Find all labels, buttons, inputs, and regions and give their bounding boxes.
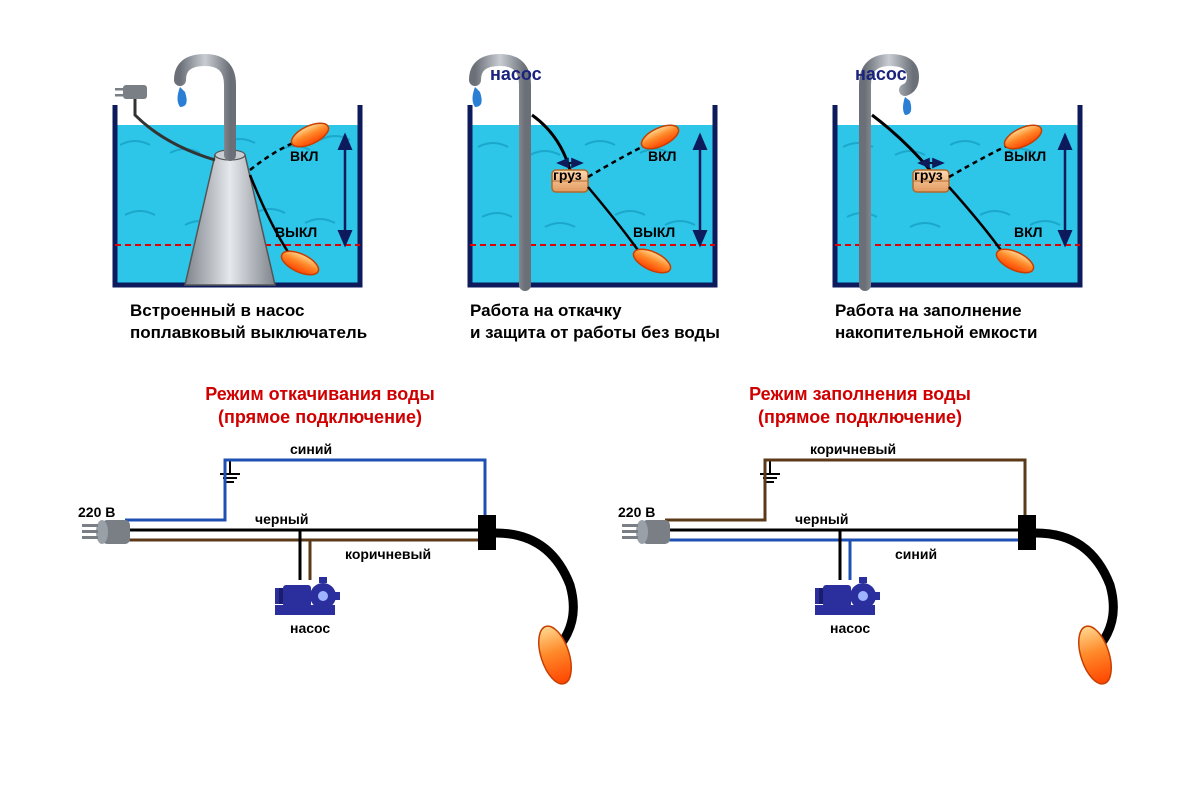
scheme-a-bot-wire: коричневый [345, 546, 431, 562]
tank-2 [470, 60, 715, 285]
tank2-caption: Работа на откачку и защита от работы без… [470, 300, 720, 344]
tank2-weight-label: груз [553, 167, 582, 183]
tank1-on-label: ВКЛ [290, 148, 318, 164]
wiring-scheme-b [622, 460, 1118, 688]
scheme-b-bot-wire: синий [895, 546, 937, 562]
tank3-off-label: ВКЛ [1014, 224, 1042, 240]
tank2-pump-label: насос [490, 64, 542, 85]
tank1-caption: Встроенный в насос поплавковый выключате… [130, 300, 367, 344]
tank3-caption: Работа на заполнение накопительной емкос… [835, 300, 1037, 344]
scheme-a-title: Режим откачивания воды (прямое подключен… [170, 383, 470, 428]
tank-1 [115, 60, 360, 285]
scheme-b-pump-caption: насос [830, 620, 870, 636]
scheme-b-top-wire: коричневый [810, 441, 896, 457]
tank3-on-label: ВЫКЛ [1004, 148, 1046, 164]
scheme-b-mid-wire: черный [795, 511, 848, 527]
tank3-pump-label: насос [855, 64, 907, 85]
scheme-a-mid-wire: черный [255, 511, 308, 527]
tank1-off-label: ВЫКЛ [275, 224, 317, 240]
tank-3 [835, 60, 1080, 285]
pump-icon [275, 577, 340, 615]
scheme-b-voltage: 220 В [618, 504, 655, 520]
scheme-a-pump-caption: насос [290, 620, 330, 636]
pump-icon [815, 577, 880, 615]
scheme-a-top-wire: синий [290, 441, 332, 457]
wiring-scheme-a [82, 460, 578, 688]
scheme-a-voltage: 220 В [78, 504, 115, 520]
scheme-b-title: Режим заполнения воды (прямое подключени… [710, 383, 1010, 428]
tank2-on-label: ВКЛ [648, 148, 676, 164]
tank2-off-label: ВЫКЛ [633, 224, 675, 240]
tank3-weight-label: груз [914, 167, 943, 183]
